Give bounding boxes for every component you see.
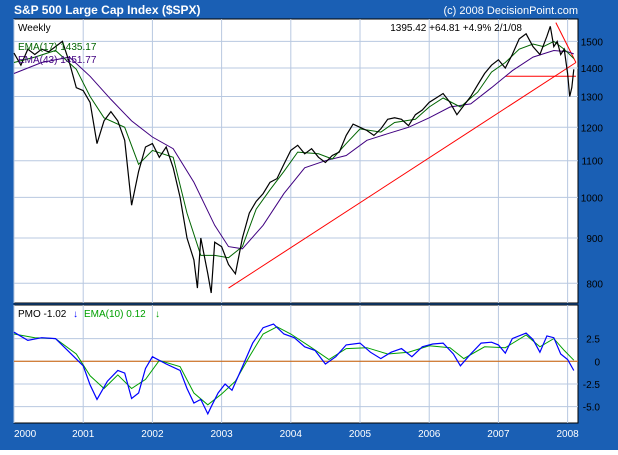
- price-grid: [13, 19, 578, 303]
- pmo-y-tick-label: 0: [594, 357, 600, 368]
- price-y-axis: 800 900 1000 1100 1200 1300 1400 1500: [581, 37, 604, 290]
- price-y-tick-label: 1500: [581, 37, 604, 48]
- price-y-tick-label: 1400: [581, 64, 604, 75]
- trendline: [228, 62, 577, 289]
- price-y-tick-label: 1300: [581, 92, 604, 103]
- pmo-y-tick-label: 2.5: [586, 335, 600, 346]
- x-tick-label: 2001: [72, 429, 95, 440]
- ema17-legend: EMA(17) 1435.17: [18, 42, 97, 53]
- chart-title: S&P 500 Large Cap Index ($SPX): [14, 3, 201, 17]
- pmo-down-arrow-icon: ↓: [73, 309, 78, 320]
- pmo-y-tick-label: -5.0: [583, 403, 601, 414]
- x-tick-label: 2006: [418, 429, 441, 440]
- x-axis: 2000 2001 2002 2003 2004 2005 2006 2007 2008: [14, 429, 579, 440]
- pmo-line: [13, 323, 575, 416]
- pmo-signal-legend: EMA(10) 0.12: [84, 309, 146, 320]
- pmo-y-tick-label: -2.5: [583, 380, 601, 391]
- ema17-line: [13, 40, 575, 259]
- x-tick-label: 2000: [14, 429, 37, 440]
- ema43-line: [13, 49, 574, 250]
- signal-down-arrow-icon: ↓: [155, 309, 160, 320]
- price-bars: [13, 26, 575, 294]
- x-tick-label: 2008: [556, 429, 579, 440]
- x-tick-label: 2003: [210, 429, 233, 440]
- x-tick-label: 2004: [280, 429, 303, 440]
- copyright-text: (c) 2008 DecisionPoint.com: [443, 5, 578, 17]
- price-y-tick-label: 900: [586, 234, 603, 245]
- pmo-y-axis: -5.0 -2.5 0 2.5: [583, 335, 601, 414]
- price-y-tick-label: 800: [586, 279, 603, 290]
- last-values: 1395.42 +64.81 +4.9% 2/1/08: [390, 23, 522, 34]
- ema43-legend: EMA(43) 1451.77: [18, 55, 97, 66]
- pmo-legend: PMO -1.02: [18, 309, 67, 320]
- pmo-panel: [13, 304, 579, 424]
- trendlines: [228, 22, 577, 289]
- price-y-tick-label: 1100: [581, 157, 603, 168]
- period-label: Weekly: [18, 23, 51, 34]
- x-tick-label: 2005: [349, 429, 372, 440]
- x-tick-label: 2002: [141, 429, 164, 440]
- trendline: [555, 22, 577, 63]
- x-tick-label: 2007: [487, 429, 510, 440]
- price-y-tick-label: 1200: [581, 123, 604, 134]
- price-y-tick-label: 1000: [581, 193, 604, 204]
